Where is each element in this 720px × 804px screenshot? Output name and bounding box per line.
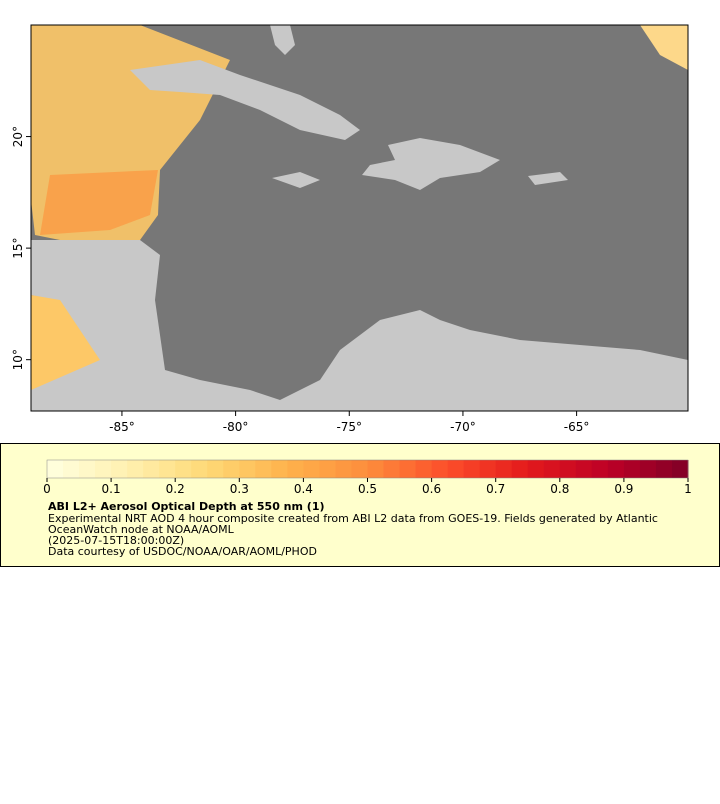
colorbar-step	[159, 460, 176, 478]
colorbar-tick-label: 0.1	[102, 482, 121, 496]
aerosol-area	[40, 170, 158, 235]
colorbar-tick-label: 0.8	[550, 482, 569, 496]
aerosol-area	[640, 25, 688, 70]
colorbar-tick-label: 1	[684, 482, 692, 496]
colorbar-step	[511, 460, 529, 478]
legend-line: Data courtesy of USDOC/NOAA/OAR/AOML/PHO…	[48, 545, 317, 558]
colorbar-step	[431, 460, 449, 478]
x-tick-label: -70°	[450, 420, 476, 434]
colorbar-tick-label: 0.5	[358, 482, 377, 496]
colorbar-step	[383, 460, 401, 478]
colorbar-step	[591, 460, 609, 478]
colorbar-step	[111, 460, 128, 478]
x-tick-label: -80°	[223, 420, 249, 434]
colorbar-step	[143, 460, 160, 478]
colorbar-step	[575, 460, 593, 478]
colorbar-step	[63, 460, 80, 478]
colorbar-tick-label: 0.7	[486, 482, 505, 496]
colorbar-step	[447, 460, 465, 478]
colorbar-step	[671, 460, 689, 478]
land	[130, 60, 360, 140]
colorbar-step	[639, 460, 657, 478]
x-tick-label: -85°	[109, 420, 135, 434]
colorbar-step	[175, 460, 192, 478]
colorbar-step	[47, 460, 64, 478]
colorbar-tick-label: 0.2	[166, 482, 185, 496]
land	[272, 172, 320, 188]
colorbar-tick-label: 0.6	[422, 482, 441, 496]
colorbar-tick-label: 0.3	[230, 482, 249, 496]
colorbar-step	[399, 460, 417, 478]
land	[270, 25, 295, 55]
colorbar-tick-label: 0	[43, 482, 51, 496]
colorbar-step	[239, 460, 256, 478]
colorbar-step	[207, 460, 224, 478]
legend-line: OceanWatch node at NOAA/AOML	[48, 523, 235, 536]
colorbar-step	[191, 460, 208, 478]
map-frame	[30, 24, 689, 412]
colorbar-step	[319, 460, 336, 478]
colorbar-tick-label: 0.9	[614, 482, 633, 496]
y-tick-label: 15°	[11, 237, 25, 258]
colorbar-step	[655, 460, 673, 478]
legend-line: (2025-07-15T18:00:00Z)	[48, 534, 184, 547]
colorbar-step	[415, 460, 433, 478]
colorbar-step	[79, 460, 96, 478]
colorbar-step	[559, 460, 577, 478]
colorbar-step	[287, 460, 304, 478]
colorbar-step	[527, 460, 545, 478]
x-tick-label: -75°	[336, 420, 362, 434]
map	[30, 24, 689, 412]
colorbar-step	[127, 460, 144, 478]
colorbar-step	[255, 460, 272, 478]
colorbar-step	[303, 460, 320, 478]
land	[31, 240, 688, 411]
colorbar-step	[95, 460, 112, 478]
y-tick-label: 20°	[11, 126, 25, 147]
colorbar: 0 0.1 0.2 0.3 0.4 0.5 0.6 0.7 0.8 0.9 1	[43, 459, 692, 496]
colorbar-step	[271, 460, 288, 478]
land	[528, 172, 568, 185]
legend-line: Experimental NRT AOD 4 hour composite cr…	[48, 512, 658, 525]
colorbar-step	[463, 460, 481, 478]
colorbar-step	[351, 460, 368, 478]
colorbar-step	[479, 460, 497, 478]
colorbar-step	[367, 460, 385, 478]
colorbar-step	[223, 460, 240, 478]
colorbar-step	[607, 460, 625, 478]
colorbar-step	[495, 460, 513, 478]
colorbar-tick-label: 0.4	[294, 482, 313, 496]
colorbar-step	[335, 460, 352, 478]
colorbar-step	[543, 460, 561, 478]
land	[362, 138, 500, 190]
y-tick-label: 10°	[11, 349, 25, 370]
colorbar-step	[623, 460, 641, 478]
legend-title: ABI L2+ Aerosol Optical Depth at 550 nm …	[48, 500, 325, 513]
x-tick-label: -65°	[564, 420, 590, 434]
